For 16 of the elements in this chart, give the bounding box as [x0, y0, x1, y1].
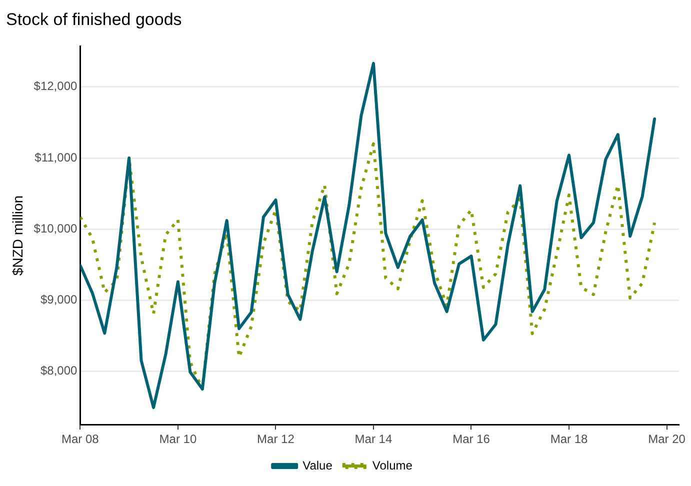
x-tick-label: Mar 18 — [550, 432, 588, 446]
x-tick-label: Mar 12 — [257, 432, 295, 446]
chart-title: Stock of finished goods — [6, 10, 182, 29]
x-tick-label: Mar 16 — [452, 432, 490, 446]
y-axis-title: $NZD million — [9, 195, 26, 276]
legend-label: Value — [302, 458, 333, 472]
y-tick-label: $12,000 — [34, 79, 78, 94]
y-tick-label: $9,000 — [40, 292, 78, 307]
x-tick-label: Mar 20 — [648, 432, 686, 446]
x-tick-label: Mar 14 — [354, 432, 392, 446]
x-tick-label: Mar 10 — [159, 432, 197, 446]
y-tick-label: $8,000 — [40, 364, 78, 378]
legend-label: Volume — [372, 458, 413, 472]
y-tick-label: $11,000 — [34, 150, 78, 164]
x-tick-label: Mar 08 — [61, 432, 100, 446]
y-tick-label: $10,000 — [34, 221, 78, 236]
